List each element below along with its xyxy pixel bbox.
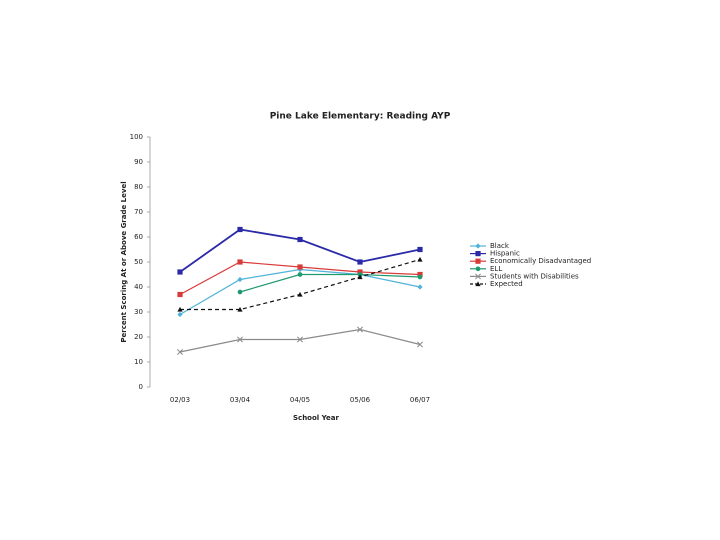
x-tick-label: 04/05	[290, 396, 310, 404]
data-point	[237, 289, 243, 295]
legend-marker	[475, 273, 481, 280]
legend-marker	[475, 281, 481, 287]
legend-label: Students with Disabilities	[490, 272, 579, 280]
y-tick-label: 30	[134, 308, 143, 316]
y-tick-label: 40	[134, 283, 143, 291]
data-point	[417, 284, 423, 290]
data-point	[177, 291, 183, 298]
x-tick-label: 03/04	[230, 396, 251, 404]
legend-marker	[475, 251, 481, 257]
legend-label: Black	[490, 242, 510, 250]
data-point	[237, 276, 243, 283]
y-tick-label: 80	[134, 183, 143, 191]
data-point	[237, 259, 243, 265]
x-axis-label: School Year	[293, 414, 340, 422]
y-axis-label: Percent Scoring At or Above Grade Level	[120, 181, 128, 342]
data-point	[237, 306, 243, 312]
data-point	[237, 226, 243, 233]
series-line	[239, 273, 421, 293]
data-point	[357, 259, 363, 265]
y-tick-label: 100	[130, 133, 143, 141]
y-tick-label: 50	[134, 258, 143, 266]
legend-label: Expected	[490, 280, 523, 288]
legend-marker	[475, 266, 481, 272]
y-tick-label: 60	[134, 233, 143, 241]
data-point	[297, 236, 303, 243]
data-point	[297, 272, 303, 277]
y-tick-label: 70	[134, 208, 143, 216]
data-point	[297, 291, 303, 297]
data-point	[237, 336, 243, 343]
data-point	[417, 341, 423, 348]
data-point	[417, 271, 423, 278]
legend-marker	[475, 258, 481, 264]
chart-title: Pine Lake Elementary: Reading AYP	[270, 112, 451, 122]
y-tick-label: 0	[139, 383, 143, 391]
data-point	[357, 269, 363, 275]
data-point	[177, 306, 183, 312]
x-tick-label: 06/07	[410, 396, 430, 404]
legend-label: ELL	[490, 265, 502, 273]
data-point	[357, 274, 363, 280]
data-point	[417, 274, 423, 280]
data-point	[177, 311, 183, 318]
y-tick-label: 20	[134, 333, 143, 341]
data-point	[177, 349, 183, 355]
data-point	[417, 256, 423, 262]
data-point	[357, 326, 363, 333]
x-tick-label: 02/03	[170, 396, 190, 404]
data-point	[297, 336, 303, 343]
legend-label: Hispanic	[490, 250, 520, 258]
legend-marker	[475, 243, 481, 249]
y-tick-label: 90	[134, 158, 143, 166]
data-point	[297, 264, 303, 270]
data-point	[417, 246, 423, 253]
y-tick-label: 10	[134, 358, 143, 366]
legend-label: Economically Disadvantaged	[490, 257, 591, 265]
data-point	[177, 269, 183, 275]
x-tick-label: 05/06	[350, 396, 371, 404]
